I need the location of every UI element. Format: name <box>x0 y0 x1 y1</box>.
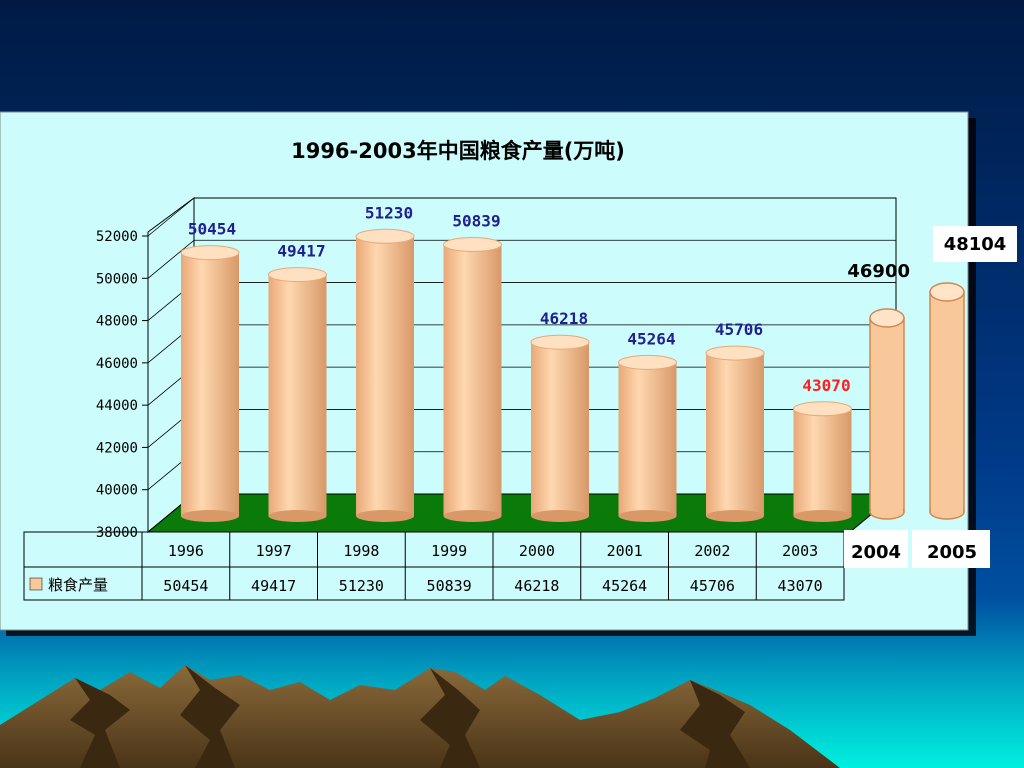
bar-top <box>618 354 677 370</box>
extra-bar-year: 2005 <box>927 542 977 563</box>
y-tick-label: 38000 <box>96 525 138 541</box>
bar-top <box>443 237 502 253</box>
extra-bar-year: 2004 <box>851 542 901 563</box>
table-value-cell: 45706 <box>690 577 735 595</box>
bar-body <box>618 362 677 516</box>
y-axis: 52000 50000 48000 46000 44000 42000 40000 38000 <box>96 229 148 541</box>
bar-top <box>180 245 240 261</box>
legend-swatch <box>29 577 43 591</box>
bar-value-label: 45264 <box>627 329 675 348</box>
bar-1999: 50839 <box>443 212 502 522</box>
bar-value-label: 49417 <box>277 242 325 261</box>
bar-base <box>793 510 852 522</box>
bar-2002: 45706 <box>705 320 765 522</box>
table-header-cell: 1998 <box>343 542 379 560</box>
table-value-cell: 49417 <box>251 577 296 595</box>
data-table: 粮食产量 1996 50454 1997 49417 1998 51230 1999 5083… <box>23 531 845 601</box>
table-header-cell: 1997 <box>256 542 292 560</box>
bar-value-label: 50454 <box>188 220 236 239</box>
table-header-cell: 2000 <box>519 542 555 560</box>
value-box <box>933 226 1017 262</box>
table-header-cell: 2003 <box>782 542 818 560</box>
bar-body <box>268 274 327 516</box>
extra-bar-top <box>929 282 965 302</box>
table-value-cell: 46218 <box>514 577 559 595</box>
chart-title: 1996-2003年中国粮食产量(万吨) <box>291 139 625 163</box>
table-header-cell: 1996 <box>168 542 204 560</box>
bar-series: 50454 49417 51230 50839 46218 45264 45706 43070 <box>180 203 852 522</box>
bar-body <box>531 342 589 516</box>
extra-bar-2004: 46900 2004 <box>844 261 910 568</box>
bar-top <box>355 228 415 244</box>
bar-top <box>705 345 765 361</box>
y-tick-label: 50000 <box>96 271 138 287</box>
y-tick-label: 46000 <box>96 356 138 372</box>
bar-body <box>443 244 502 516</box>
bar-2000: 46218 <box>530 309 590 522</box>
bar-top <box>268 267 327 283</box>
table-value-cell: 43070 <box>778 577 823 595</box>
bar-body <box>356 236 414 516</box>
bar-top <box>530 334 590 350</box>
y-tick-label: 42000 <box>96 440 138 456</box>
table-value-cell: 51230 <box>339 577 384 595</box>
bar-value-label: 51230 <box>365 203 413 222</box>
bar-value-label: 50839 <box>452 212 500 231</box>
mountain-range <box>0 665 840 768</box>
y-tick-label: 44000 <box>96 398 138 414</box>
bar-1996: 50454 <box>180 220 240 522</box>
extra-bar-2005: 48104 2005 <box>912 226 1017 568</box>
bar-base <box>706 510 764 522</box>
year-box <box>912 530 990 568</box>
bar-top <box>793 401 852 417</box>
bar-base <box>531 510 589 522</box>
bar-body <box>181 252 239 516</box>
gridline-side <box>147 197 195 237</box>
extra-cylinders: 46900 2004 48104 2005 <box>844 226 1017 568</box>
bar-body <box>793 408 852 516</box>
table-value-cell: 50454 <box>163 577 208 595</box>
bar-base <box>356 510 414 522</box>
floor <box>146 493 898 533</box>
table-header-cell: 1999 <box>431 542 467 560</box>
bar-base <box>443 510 502 522</box>
extra-bar-body <box>869 317 905 513</box>
table-value-cell: 50839 <box>427 577 472 595</box>
y-tick-label: 52000 <box>96 229 138 245</box>
y-tick-label: 48000 <box>96 314 138 330</box>
bar-value-label: 46218 <box>540 309 588 328</box>
legend-label: 粮食产量 <box>48 576 108 594</box>
table-value-cell: 45264 <box>602 577 647 595</box>
extra-bar-fill <box>931 504 963 512</box>
bar-1997: 49417 <box>268 242 327 522</box>
extra-bar-fill <box>871 504 903 512</box>
y-tick-label: 40000 <box>96 483 138 499</box>
bar-value-label: 45706 <box>715 320 763 339</box>
extra-bar-top <box>869 308 905 328</box>
extra-bar-value: 48104 <box>944 234 1007 255</box>
table-header-cell: 2002 <box>694 542 730 560</box>
bar-base <box>181 510 239 522</box>
bar-2003: 43070 <box>793 376 852 522</box>
bar-1998: 51230 <box>355 203 415 522</box>
bar-base <box>618 510 677 522</box>
bar-base <box>268 510 327 522</box>
bar-value-label: 43070 <box>802 376 850 395</box>
table-header-cell: 2001 <box>607 542 643 560</box>
gridline-side <box>147 239 195 279</box>
bar-2001: 45264 <box>618 329 677 522</box>
extra-bar-value: 46900 <box>847 261 910 282</box>
year-box <box>844 530 908 568</box>
extra-bar-body <box>929 291 965 513</box>
bar-body <box>706 353 764 516</box>
